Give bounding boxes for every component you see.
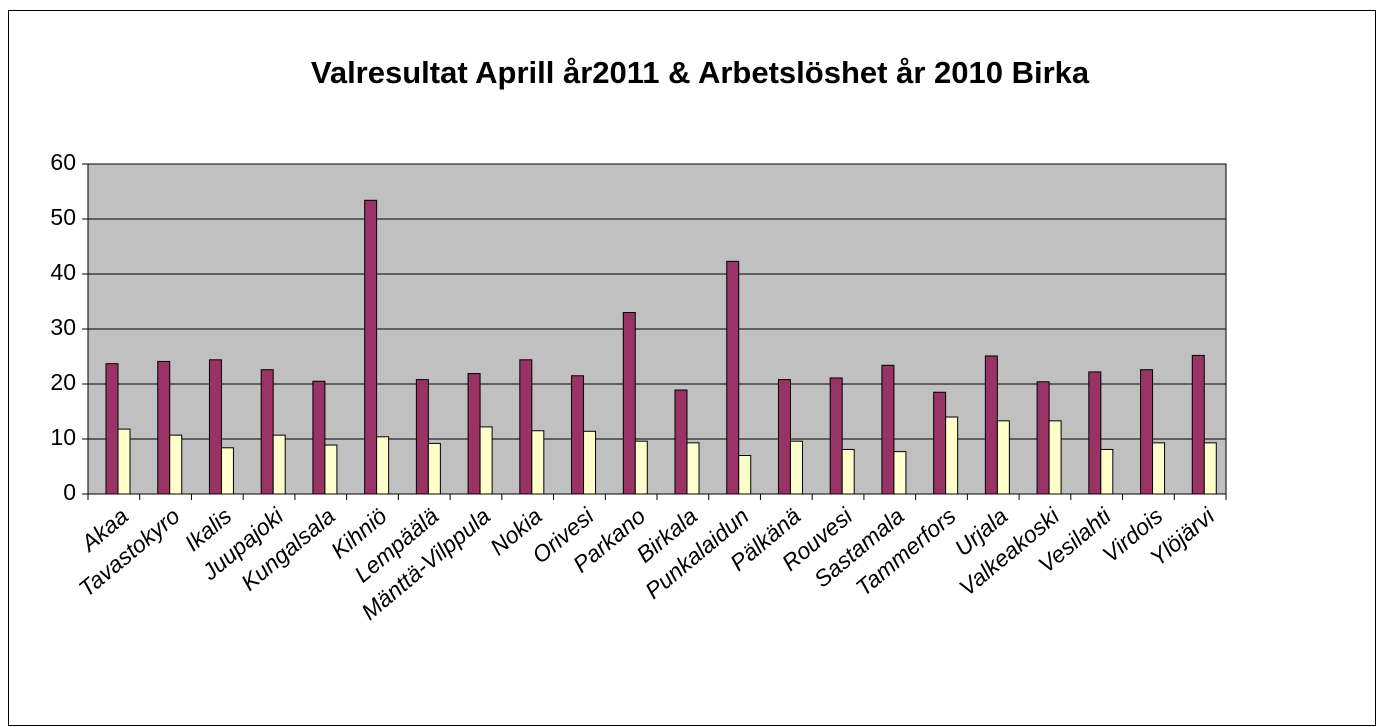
bar [376,436,390,495]
bar [686,442,700,495]
bar [1191,354,1205,495]
bar [312,380,326,495]
bar [726,260,740,495]
bar [829,377,843,495]
y-tick-label: 40 [50,259,76,285]
bar [933,391,947,495]
y-tick-label: 60 [50,149,76,175]
bar [531,430,545,495]
bar [777,379,791,495]
bar [157,360,171,495]
y-tick-label: 0 [63,479,76,505]
bar [634,440,648,495]
y-tick-label: 30 [50,314,76,340]
bar [571,375,585,495]
bar [427,442,441,495]
bar [415,379,429,495]
bar [996,420,1010,495]
bar [738,455,752,495]
bar [105,363,119,495]
bar [1036,381,1050,495]
bar [260,369,274,495]
bar [1140,369,1154,495]
y-tick-label: 20 [50,369,76,395]
bar [674,389,688,495]
bar [841,448,855,495]
bar [117,428,131,495]
bar [622,312,636,495]
bar [1048,420,1062,495]
bar [1203,442,1217,495]
bar [1088,371,1102,495]
bar [945,416,959,495]
bar [324,444,338,495]
bar [1152,442,1166,495]
bar [272,434,286,495]
bar [583,430,597,495]
bar [881,364,895,495]
y-tick-label: 50 [50,204,76,230]
bar [1100,448,1114,495]
bar [984,355,998,495]
bar [364,199,378,495]
bar [169,434,183,495]
bar [789,440,803,495]
bar [893,451,907,495]
bar [479,426,493,495]
y-tick-label: 10 [50,424,76,450]
bar [519,359,533,495]
bar [208,359,222,495]
bar [467,373,481,495]
chart-title: Valresultat Aprill år2011 & Arbetslöshet… [311,55,1090,90]
bar [220,447,234,495]
